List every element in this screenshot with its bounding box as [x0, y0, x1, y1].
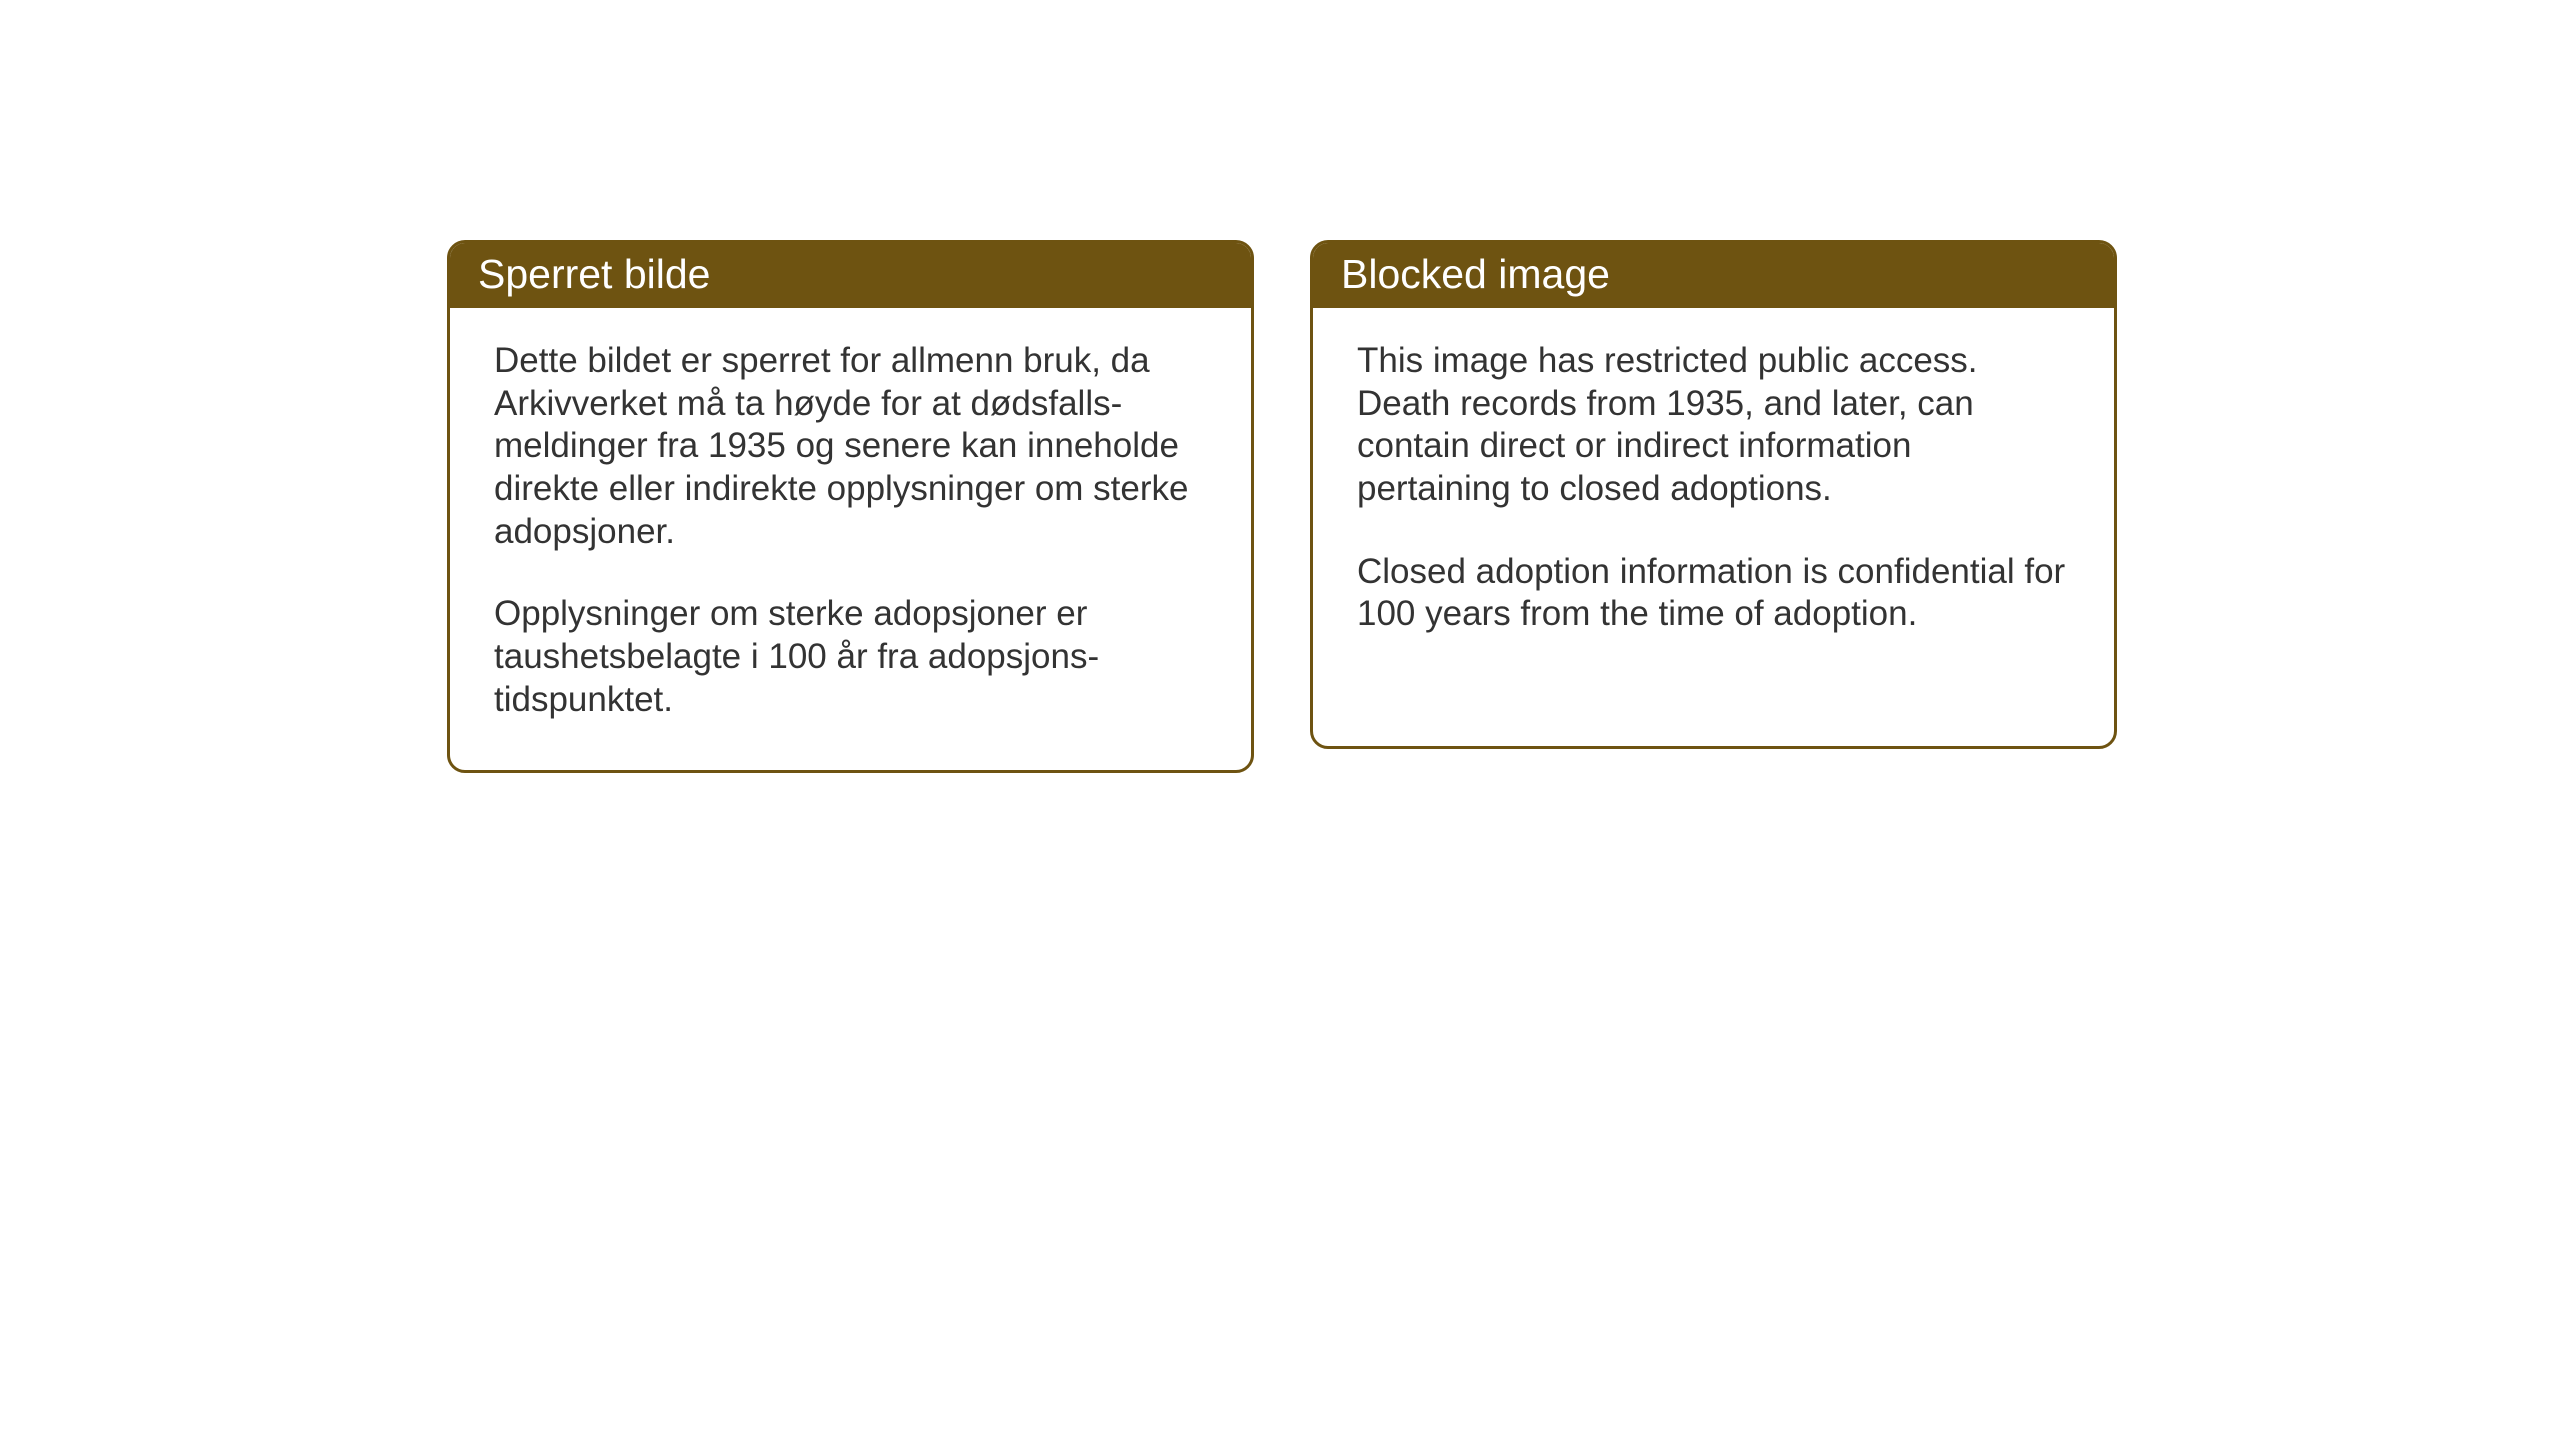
notice-container: Sperret bilde Dette bildet er sperret fo… — [447, 240, 2117, 773]
card-header-norwegian: Sperret bilde — [450, 243, 1251, 308]
paragraph-text: This image has restricted public access.… — [1357, 340, 2070, 511]
paragraph-text: Dette bildet er sperret for allmenn bruk… — [494, 340, 1207, 553]
notice-card-english: Blocked image This image has restricted … — [1310, 240, 2117, 749]
paragraph-text: Opplysninger om sterke adopsjoner er tau… — [494, 593, 1207, 721]
paragraph-text: Closed adoption information is confident… — [1357, 551, 2070, 636]
card-header-english: Blocked image — [1313, 243, 2114, 308]
card-body-english: This image has restricted public access.… — [1313, 308, 2114, 684]
card-body-norwegian: Dette bildet er sperret for allmenn bruk… — [450, 308, 1251, 770]
notice-card-norwegian: Sperret bilde Dette bildet er sperret fo… — [447, 240, 1254, 773]
